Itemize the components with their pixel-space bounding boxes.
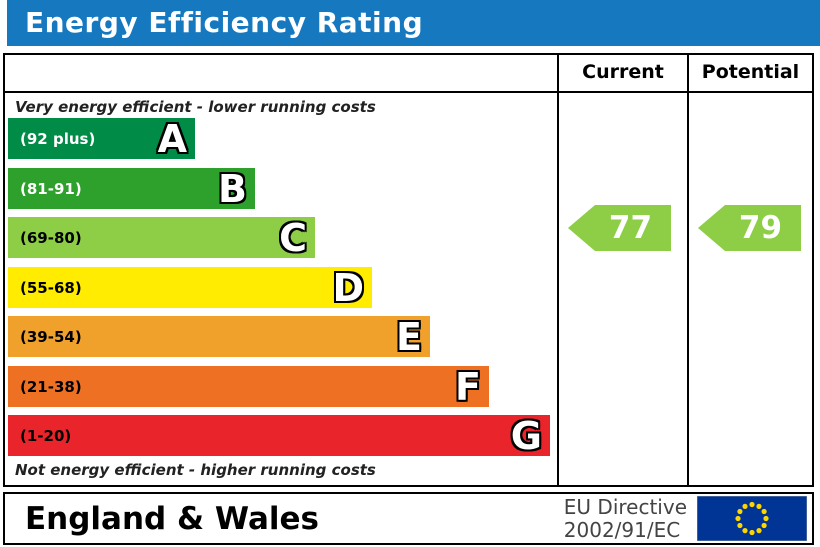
band-b-letter: B xyxy=(218,166,247,211)
header-spacer xyxy=(5,55,557,93)
band-e-range: (39-54) xyxy=(20,327,82,346)
band-c-range: (69-80) xyxy=(20,228,82,247)
eu-flag-stars xyxy=(735,501,769,536)
band-f-letter: F xyxy=(455,364,481,409)
band-a-letter: A xyxy=(157,116,187,161)
footer: England & Wales EU Directive 2002/91/EC xyxy=(3,492,814,545)
column-header-potential: Potential xyxy=(687,55,812,93)
band-d-letter: D xyxy=(332,265,364,310)
band-e-letter: E xyxy=(396,314,422,359)
band-a: (92 plus) A xyxy=(8,118,195,159)
rating-table: Current Potential Very energy efficient … xyxy=(3,53,814,487)
eu-directive-line1: EU Directive xyxy=(563,495,687,520)
eu-directive-line2: 2002/91/EC xyxy=(563,517,681,542)
band-g-letter: G xyxy=(510,413,542,458)
bands-column: Very energy efficient - lower running co… xyxy=(5,93,557,485)
band-d: (55-68) D xyxy=(8,267,372,308)
footer-region-label: England & Wales xyxy=(25,500,319,537)
current-column: 77 xyxy=(557,93,687,485)
band-b: (81-91) B xyxy=(8,168,255,209)
scale-note-bottom: Not energy efficient - higher running co… xyxy=(15,461,376,479)
page-title: Energy Efficiency Rating xyxy=(7,0,820,46)
column-header-current: Current xyxy=(557,55,687,93)
eu-flag-icon xyxy=(697,496,807,541)
band-b-range: (81-91) xyxy=(20,179,82,198)
eu-directive-label: EU Directive 2002/91/EC xyxy=(564,496,687,541)
band-f: (21-38) F xyxy=(8,366,489,407)
potential-rating-value: 79 xyxy=(738,210,783,246)
band-g-range: (1-20) xyxy=(20,426,72,445)
current-rating-arrow: 77 xyxy=(568,205,671,251)
band-c-letter: C xyxy=(279,215,307,260)
band-g: (1-20) G xyxy=(8,415,550,456)
current-rating-value: 77 xyxy=(608,210,653,246)
band-d-range: (55-68) xyxy=(20,278,82,297)
potential-rating-arrow: 79 xyxy=(698,205,801,251)
band-c: (69-80) C xyxy=(8,217,315,258)
band-e: (39-54) E xyxy=(8,316,430,357)
band-a-range: (92 plus) xyxy=(20,129,96,148)
band-f-range: (21-38) xyxy=(20,377,82,396)
potential-column: 79 xyxy=(687,93,812,485)
scale-note-top: Very energy efficient - lower running co… xyxy=(15,98,376,116)
